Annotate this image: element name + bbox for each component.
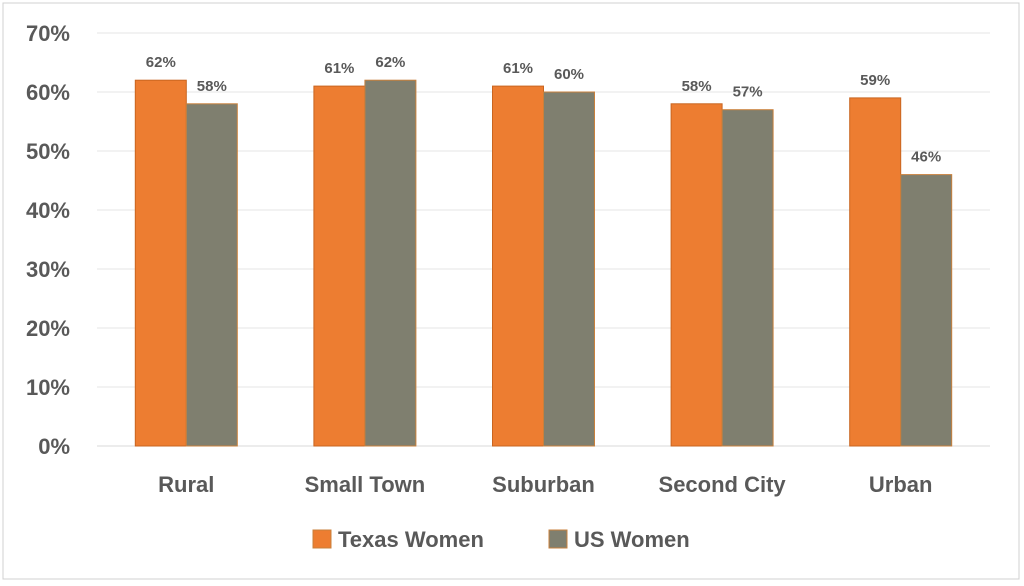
y-tick-label: 50% [26,139,70,164]
data-label: 57% [733,84,763,101]
legend-label: Texas Women [338,527,484,552]
bar-texas-women [134,79,187,447]
data-label: 62% [375,54,405,71]
data-labels: 62% 58% 61% 62% 61% 60% 58% 57% 59% 46% [146,54,941,165]
y-tick-label: 70% [26,21,70,46]
y-tick-label: 10% [26,375,70,400]
y-axis-tick-labels: 0% 10% 20% 30% 40% 50% 60% 70% [26,21,70,459]
data-label: 60% [554,66,584,83]
bar-texas-women [313,85,366,447]
data-label: 46% [911,149,941,166]
legend-item: Texas Women [312,527,484,552]
bar-us-women [900,174,953,447]
y-tick-label: 20% [26,316,70,341]
legend: Texas Women US Women [312,527,690,552]
x-axis-tick-labels: Rural Small Town Suburban Second City Urban [158,472,932,497]
data-label: 58% [197,78,227,95]
y-tick-label: 40% [26,198,70,223]
data-label: 59% [860,72,890,89]
x-tick-label: Urban [869,472,933,497]
data-label: 58% [682,78,712,95]
bar-us-women [364,79,417,447]
y-tick-label: 30% [26,257,70,282]
bars [134,79,953,447]
bar-us-women [185,103,238,447]
data-label: 62% [146,54,176,71]
bar-texas-women [849,97,902,447]
legend-swatch [312,529,332,549]
x-tick-label: Second City [659,472,787,497]
x-tick-label: Small Town [305,472,426,497]
bar-us-women [721,109,774,447]
bar-texas-women [670,103,723,447]
y-tick-label: 0% [38,434,70,459]
legend-swatch [548,529,568,549]
data-label: 61% [324,60,354,77]
x-tick-label: Suburban [492,472,595,497]
bar-texas-women [492,85,544,447]
legend-label: US Women [574,527,690,552]
y-tick-label: 60% [26,80,70,105]
data-label: 61% [503,60,533,77]
x-tick-label: Rural [158,472,214,497]
bar-us-women [543,91,595,447]
legend-item: US Women [548,527,690,552]
